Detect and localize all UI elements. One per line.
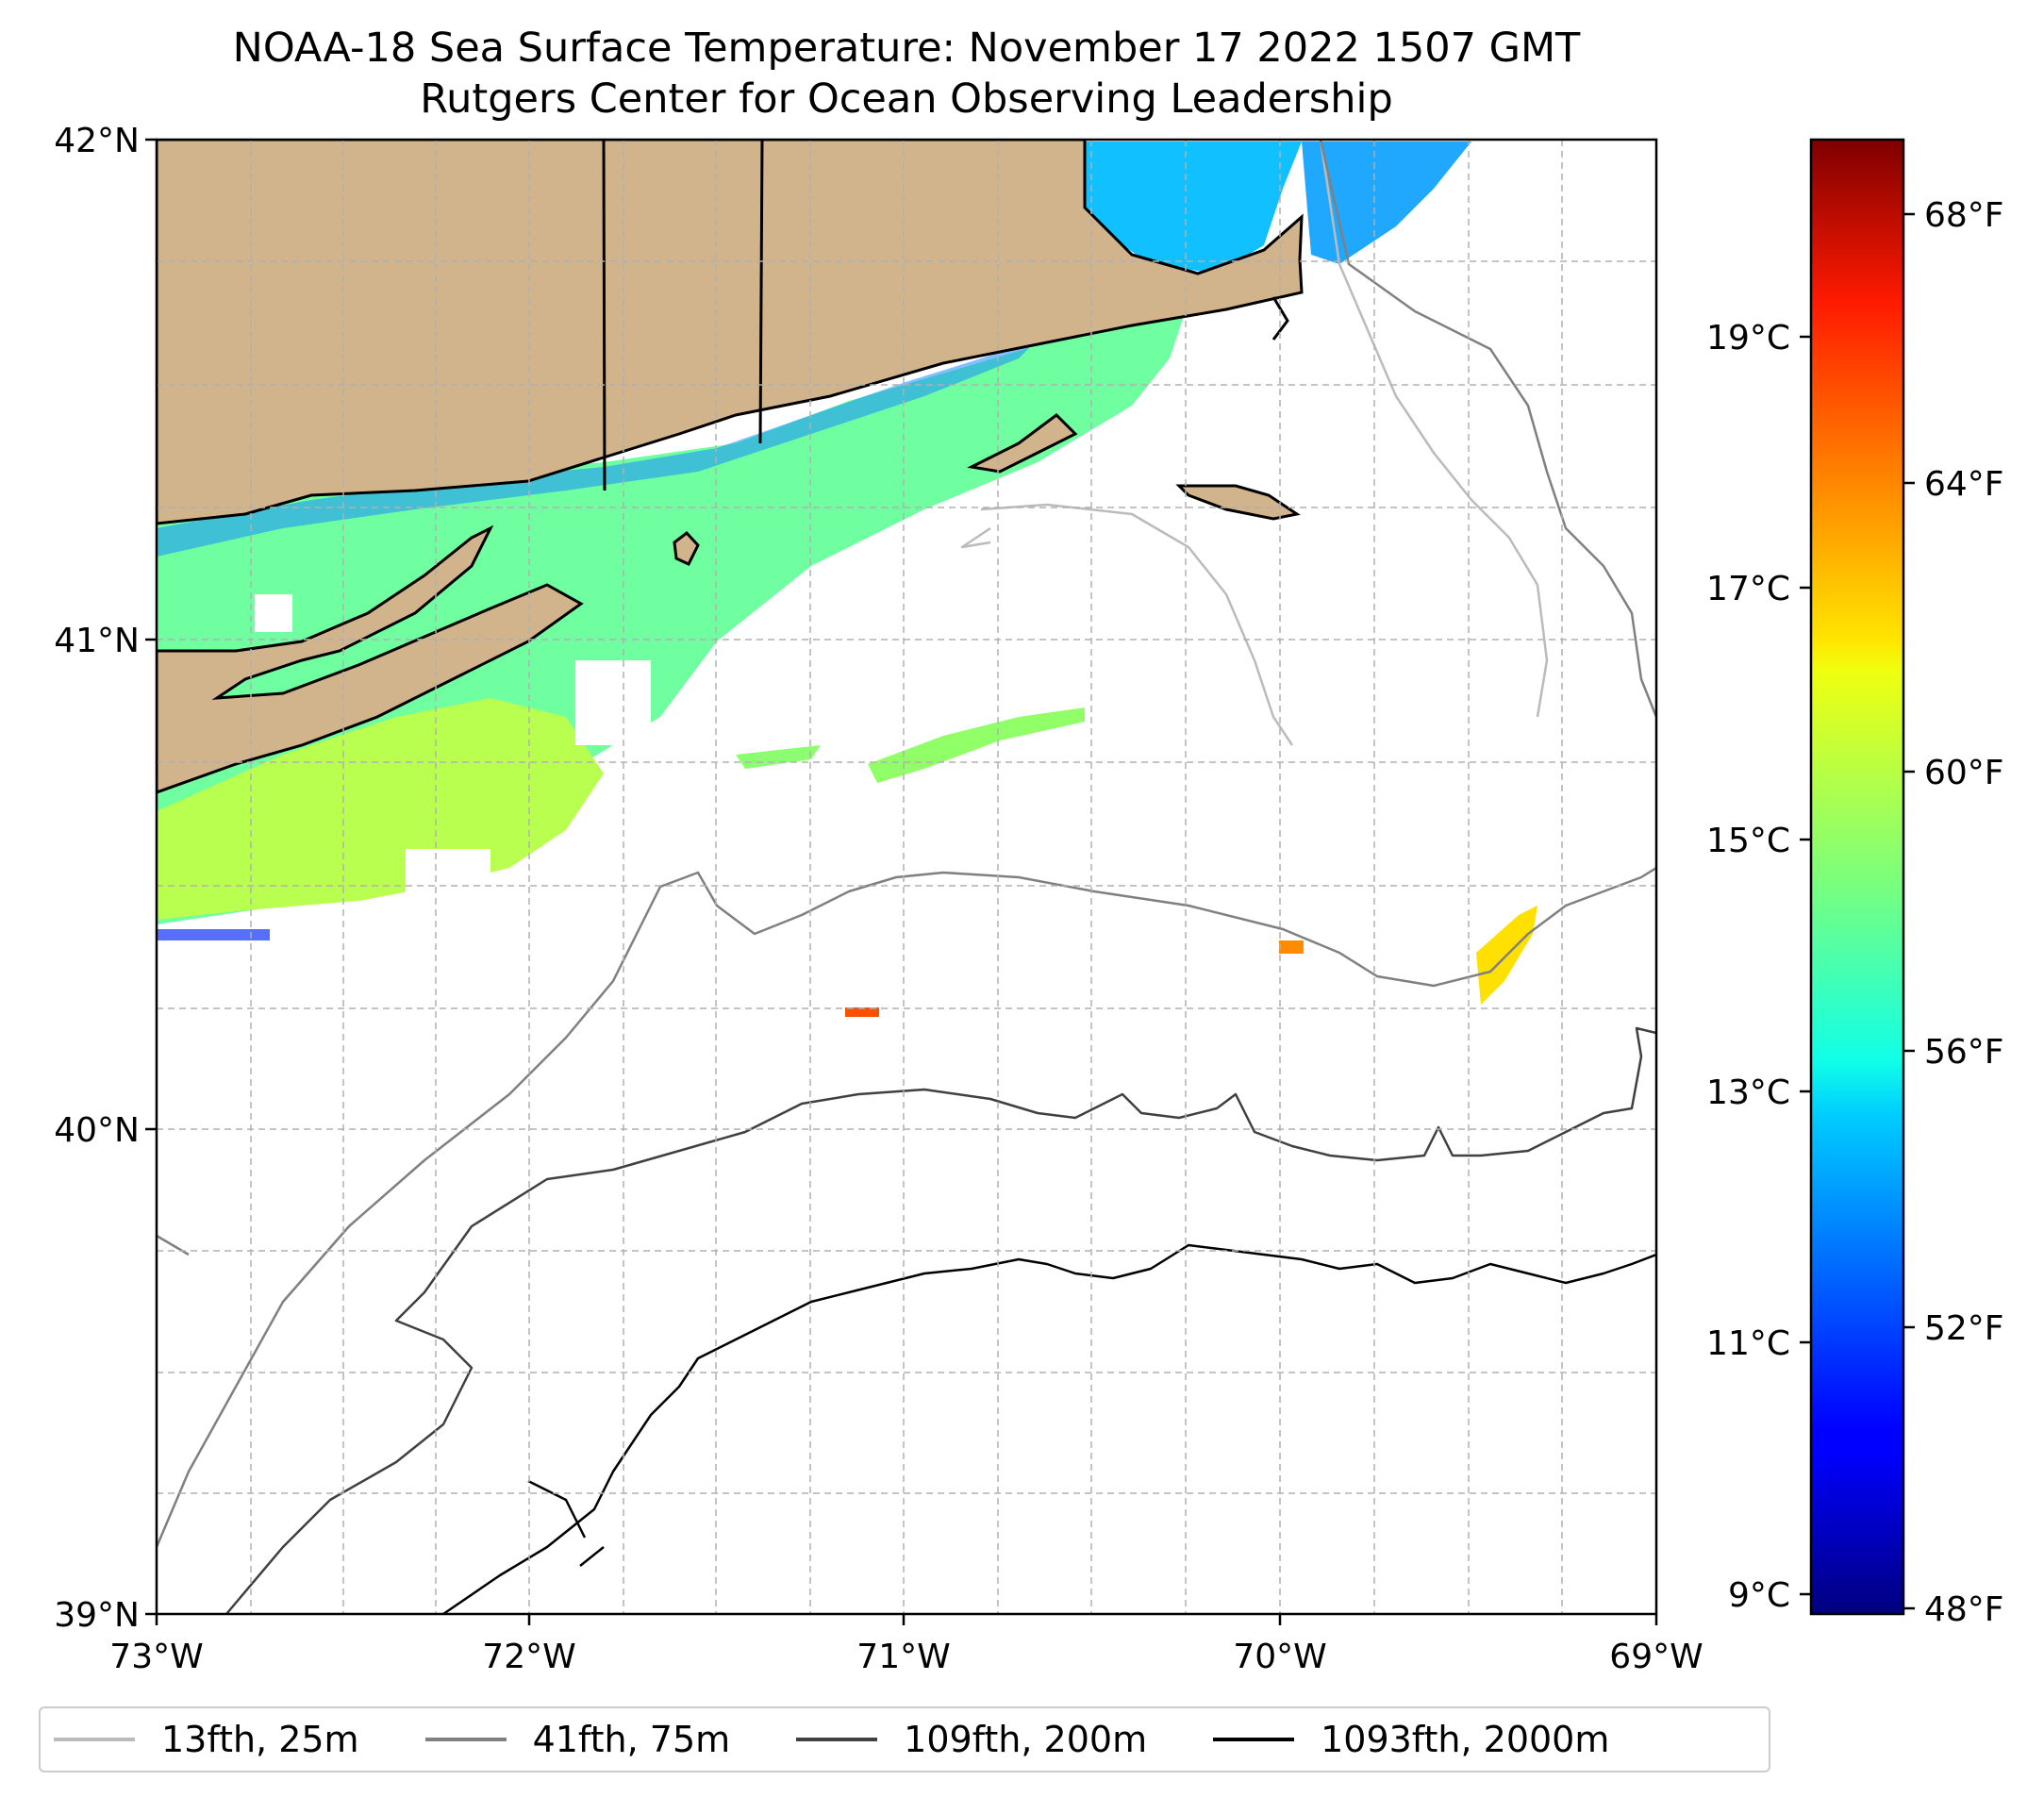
colorbar-gradient bbox=[1809, 138, 1905, 1616]
cb-fahrenheit-label: 60°F bbox=[1924, 754, 2004, 792]
sst-swath-capecod bbox=[1066, 141, 1302, 274]
legend-item: 41fth, 75m bbox=[424, 1719, 731, 1760]
state-borders bbox=[602, 140, 1289, 491]
legend-swatch-2000m bbox=[1213, 1738, 1295, 1741]
legend-swatch-75m bbox=[424, 1738, 507, 1741]
legend-label: 41fth, 75m bbox=[532, 1719, 731, 1760]
cb-fahrenheit-label: 56°F bbox=[1924, 1033, 2004, 1072]
cb-fahrenheit-label: 68°F bbox=[1924, 196, 2004, 235]
sst-patch-70w bbox=[1279, 940, 1304, 954]
sst-swath-south bbox=[157, 698, 604, 920]
lat-label-39: 39°N bbox=[54, 1596, 140, 1635]
land-nantucket bbox=[1175, 484, 1301, 521]
isobath-2000m bbox=[442, 1243, 1656, 1614]
legend-item: 13fth, 25m bbox=[54, 1719, 359, 1760]
longitude-labels: 73°W 72°W 71°W 70°W 69°W bbox=[109, 1638, 1703, 1676]
lat-label-41: 41°N bbox=[54, 622, 140, 660]
sst-swath-georges bbox=[1302, 141, 1471, 264]
cb-celsius-label: 17°C bbox=[1706, 570, 1790, 608]
sst-patch-mid bbox=[868, 707, 1085, 783]
lat-label-42: 42°N bbox=[54, 122, 140, 160]
colorbar-fahrenheit-labels: 68°F 64°F 60°F 56°F 52°F 48°F bbox=[1924, 196, 2004, 1629]
sst-patch-edge bbox=[157, 929, 270, 940]
cb-celsius-label: 13°C bbox=[1706, 1073, 1790, 1112]
cb-celsius-label: 15°C bbox=[1706, 822, 1790, 860]
latitude-labels: 42°N 41°N 40°N 39°N bbox=[54, 122, 140, 1635]
colorbar-celsius-labels: 19°C 17°C 15°C 13°C 11°C 9°C bbox=[1706, 319, 1790, 1615]
lon-label-72: 72°W bbox=[482, 1638, 575, 1676]
cb-celsius-label: 9°C bbox=[1728, 1576, 1790, 1615]
isobath-200m bbox=[225, 1026, 1656, 1614]
legend-label: 109fth, 200m bbox=[904, 1719, 1148, 1760]
sst-swath-nearshore bbox=[157, 340, 1038, 557]
legend-swatch-200m bbox=[796, 1738, 878, 1741]
cb-fahrenheit-label: 52°F bbox=[1924, 1309, 2004, 1348]
land-layer bbox=[157, 140, 1304, 794]
sst-data-layer bbox=[157, 141, 1537, 1017]
gridlines bbox=[157, 140, 1656, 1614]
land-block-island bbox=[673, 530, 700, 566]
isobath-25m bbox=[960, 140, 1549, 746]
land-new-england bbox=[157, 140, 1304, 525]
legend-label: 1093fth, 2000m bbox=[1321, 1719, 1610, 1760]
chart-subtitle: Rutgers Center for Ocean Observing Leade… bbox=[420, 75, 1393, 123]
legend-swatch-25m bbox=[54, 1738, 135, 1741]
isobath-legend: 13fth, 25m 41fth, 75m 109fth, 200m 1093f… bbox=[39, 1706, 1770, 1772]
lon-label-70: 70°W bbox=[1233, 1638, 1326, 1676]
lon-label-69: 69°W bbox=[1609, 1638, 1703, 1676]
cb-celsius-label: 19°C bbox=[1706, 319, 1790, 358]
lon-label-73: 73°W bbox=[109, 1638, 203, 1676]
lat-label-40: 40°N bbox=[54, 1111, 140, 1150]
chart-title: NOAA-18 Sea Surface Temperature: Novembe… bbox=[232, 25, 1581, 72]
legend-item: 1093fth, 2000m bbox=[1213, 1719, 1609, 1760]
sst-gap-3 bbox=[255, 594, 292, 632]
colorbar: 19°C 17°C 15°C 13°C 11°C 9°C 68°F 64°F 6… bbox=[1706, 138, 2004, 1629]
sst-gap-1 bbox=[575, 660, 651, 745]
sst-gap-2 bbox=[406, 849, 490, 896]
cb-fahrenheit-label: 64°F bbox=[1924, 465, 2004, 504]
legend-item: 109fth, 200m bbox=[796, 1719, 1147, 1760]
cb-fahrenheit-label: 48°F bbox=[1924, 1590, 2004, 1629]
lon-label-71: 71°W bbox=[856, 1638, 950, 1676]
sst-patch-71w bbox=[845, 1007, 879, 1017]
map-frame bbox=[155, 138, 1658, 1616]
cb-celsius-label: 11°C bbox=[1706, 1324, 1790, 1363]
land-long-island bbox=[157, 524, 584, 794]
legend-label: 13fth, 25m bbox=[161, 1719, 359, 1760]
axis-ticks bbox=[145, 138, 1658, 1625]
